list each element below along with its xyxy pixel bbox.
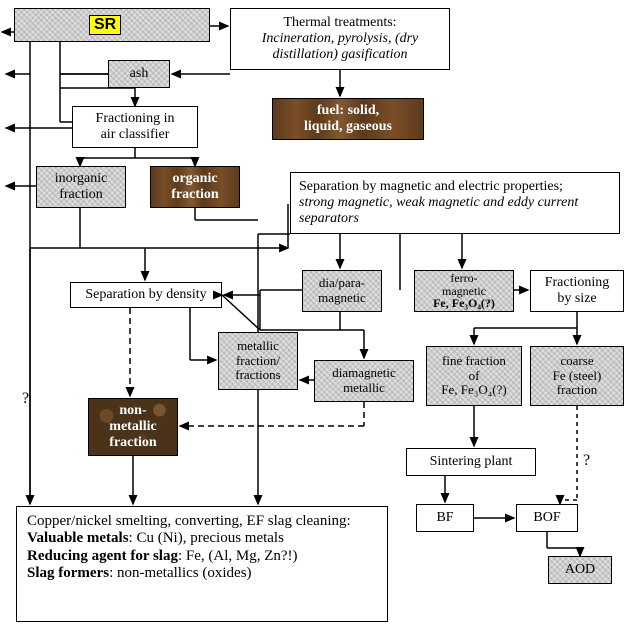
copper-l3: Reducing agent for slag: Fe, (Al, Mg, Zn…: [27, 548, 377, 565]
metfrac-l3: fractions: [223, 368, 293, 383]
thermal-treatments: Thermal treatments: Incineration, pyroly…: [230, 8, 450, 70]
organic-fraction: organic fraction: [150, 166, 240, 208]
copper-l4: Slag formers: non-metallics (oxides): [27, 565, 377, 582]
frac-air: Fractioning in air classifier: [72, 106, 198, 148]
sepdens-label: Separation by density: [75, 287, 217, 303]
nonmet-l1: non-: [93, 403, 173, 419]
diamet-l2: metallic: [319, 381, 409, 396]
nonmet-l2: metallic: [93, 419, 173, 435]
diamagnetic-metallic: diamagnetic metallic: [314, 360, 414, 402]
nonmet-l3: fraction: [93, 435, 173, 451]
question-mark-2: ?: [583, 452, 590, 470]
non-metallic-fraction: non- metallic fraction: [88, 398, 178, 456]
inorg-l1: inorganic: [41, 171, 121, 187]
diapara-l1: dia/para-: [307, 276, 377, 291]
bf-label: BF: [421, 510, 469, 526]
sr-tag: SR: [89, 15, 121, 35]
org-l1: organic: [155, 171, 235, 187]
bof-box: BOF: [516, 504, 578, 532]
inorg-l2: fraction: [41, 187, 121, 203]
question-mark-1: ?: [22, 390, 29, 408]
fracsize-l2: by size: [535, 291, 619, 307]
fracsize-l1: Fractioning: [535, 275, 619, 291]
coarse-fraction: coarse Fe (steel) fraction: [530, 346, 624, 406]
sep-density: Separation by density: [70, 282, 222, 308]
thermal-line2: Incineration, pyrolysis, (dry distillati…: [235, 31, 445, 63]
sr-block: SR: [14, 8, 210, 42]
diamet-l1: diamagnetic: [319, 366, 409, 381]
sinter-label: Sintering plant: [411, 454, 531, 470]
bof-label: BOF: [521, 510, 573, 526]
dia-para-magnetic: dia/para- magnetic: [302, 270, 382, 312]
bf-box: BF: [416, 504, 474, 532]
ash-box: ash: [108, 60, 170, 88]
fine-l2: of: [431, 369, 517, 384]
coarse-l3: fraction: [535, 383, 619, 398]
ferromagnetic: ferro- magnetic Fe, Fe₃O₄(?): [414, 270, 514, 312]
ferro-l3: Fe, Fe₃O₄(?): [419, 297, 509, 310]
frac-air-l1: Fractioning in: [77, 111, 193, 127]
frac-size: Fractioning by size: [530, 270, 624, 312]
diapara-l2: magnetic: [307, 291, 377, 306]
metallic-fraction: metallic fraction/ fractions: [218, 332, 298, 390]
copper-nickel-box: Copper/nickel smelting, converting, EF s…: [16, 506, 388, 622]
fuel-box: fuel: solid, liquid, gaseous: [272, 98, 424, 140]
frac-air-l2: air classifier: [77, 127, 193, 143]
fine-fraction: fine fraction of Fe, Fe₃O₄(?): [426, 346, 522, 406]
fine-l3: Fe, Fe₃O₄(?): [431, 383, 517, 398]
fuel-l2: liquid, gaseous: [277, 119, 419, 135]
coarse-l2: Fe (steel): [535, 369, 619, 384]
metfrac-l2: fraction/: [223, 354, 293, 369]
sepmag-l1: Separation by magnetic and electric prop…: [299, 179, 611, 195]
coarse-l1: coarse: [535, 354, 619, 369]
metfrac-l1: metallic: [223, 339, 293, 354]
ferro-l1: ferro-: [419, 272, 509, 285]
aod-box: AOD: [548, 556, 612, 584]
copper-l2: Valuable metals: Cu (Ni), precious metal…: [27, 530, 377, 547]
aod-label: AOD: [553, 562, 607, 578]
thermal-line1: Thermal treatments:: [235, 15, 445, 31]
sepmag-l2: strong magnetic, weak magnetic and eddy …: [299, 195, 611, 227]
fuel-l1: fuel: solid,: [277, 103, 419, 119]
org-l2: fraction: [155, 187, 235, 203]
sep-magnetic: Separation by magnetic and electric prop…: [290, 172, 620, 234]
copper-l1: Copper/nickel smelting, converting, EF s…: [27, 513, 377, 530]
fine-l1: fine fraction: [431, 354, 517, 369]
inorganic-fraction: inorganic fraction: [36, 166, 126, 208]
ash-label: ash: [113, 66, 165, 82]
sintering-plant: Sintering plant: [406, 448, 536, 476]
